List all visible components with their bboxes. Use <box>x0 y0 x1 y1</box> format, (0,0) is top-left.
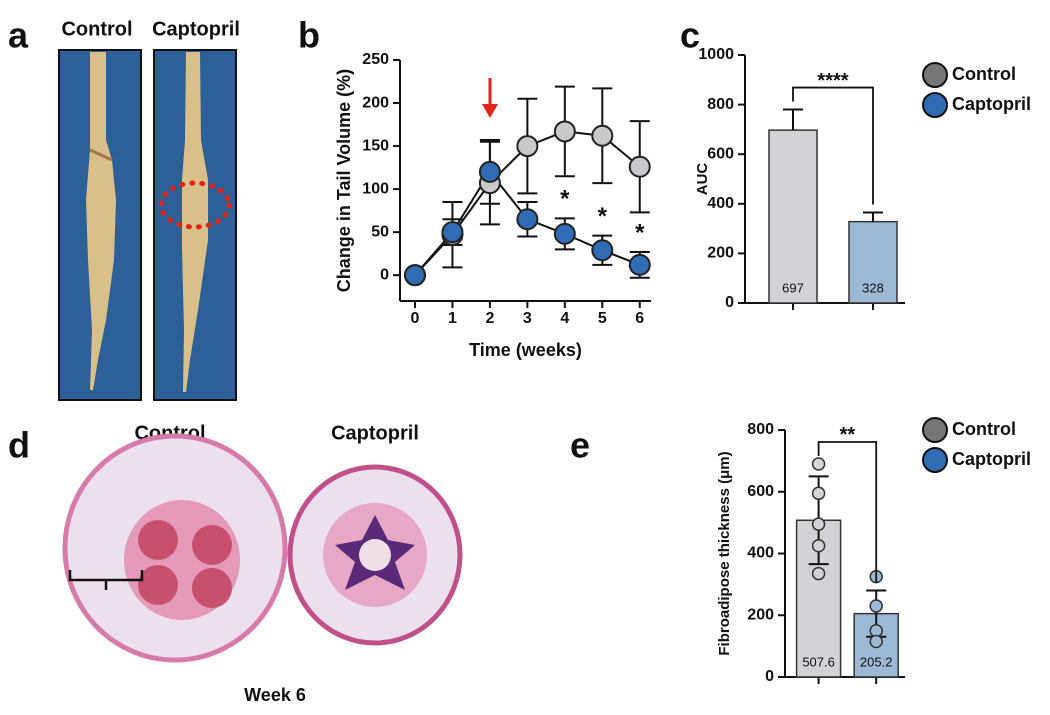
x-tick-label: 4 <box>560 310 569 327</box>
y-tick-label: 200 <box>747 606 774 623</box>
y-tick-label: 1000 <box>698 46 734 63</box>
data-point <box>869 599 883 613</box>
significance-label: ** <box>840 424 856 446</box>
y-axis-label: Fibroadipose thickness (μm) <box>716 451 733 655</box>
data-point <box>591 239 614 262</box>
data-point <box>441 221 464 244</box>
value-label: 697 <box>782 280 804 295</box>
panel-letter: c <box>680 15 700 56</box>
y-axis-label: AUC <box>694 163 711 196</box>
x-tick-label: 3 <box>523 310 532 327</box>
data-point <box>591 124 614 147</box>
x-tick-label: 2 <box>485 310 494 327</box>
legend-marker <box>922 62 948 88</box>
data-point <box>553 120 576 143</box>
bar <box>768 129 818 304</box>
value-label: 507.6 <box>802 654 835 669</box>
x-tick-label: 1 <box>448 310 457 327</box>
panel-letter: a <box>8 15 29 56</box>
data-point <box>478 160 501 183</box>
y-tick-label: 200 <box>707 245 734 262</box>
tail-photo <box>153 49 237 401</box>
photo-label: Captopril <box>152 18 240 40</box>
y-tick-label: 0 <box>380 266 389 283</box>
significance-star: * <box>598 203 608 230</box>
data-point <box>553 222 576 245</box>
y-tick-label: 800 <box>707 96 734 113</box>
section-label: Captopril <box>331 422 419 444</box>
data-point <box>628 155 651 178</box>
tissue-section <box>62 433 288 663</box>
significance-bracket <box>817 441 878 583</box>
legend-label: Control <box>952 419 1016 439</box>
data-point <box>869 634 883 649</box>
significance-star: * <box>560 186 570 213</box>
significance-label: **** <box>817 70 848 92</box>
y-tick-label: 0 <box>725 294 734 311</box>
x-tick-label: 6 <box>635 310 644 327</box>
panel-letter: e <box>570 425 590 466</box>
panel-letter: b <box>298 15 320 56</box>
data-point <box>516 135 539 158</box>
y-tick-label: 0 <box>765 668 774 685</box>
y-axis-label: Change in Tail Volume (%) <box>334 69 354 292</box>
y-tick-label: 600 <box>747 483 774 500</box>
tissue-section <box>287 464 463 646</box>
data-point <box>516 208 539 231</box>
data-point <box>811 457 826 471</box>
legend-marker <box>922 92 948 118</box>
y-tick-label: 800 <box>747 421 774 438</box>
data-point <box>811 539 826 553</box>
error-bar <box>863 211 883 222</box>
value-label: 328 <box>862 280 884 295</box>
data-point <box>628 253 651 276</box>
data-point <box>811 517 826 531</box>
legend-marker <box>922 417 948 443</box>
significance-star: * <box>635 219 645 246</box>
data-point <box>403 264 426 287</box>
legend-label: Captopril <box>952 449 1031 469</box>
tail-photo <box>58 49 142 401</box>
error-bar <box>783 108 803 131</box>
y-tick-label: 400 <box>747 545 774 562</box>
panel-letter: d <box>8 425 30 466</box>
x-tick-label: 5 <box>598 310 607 327</box>
legend-label: Control <box>952 64 1016 84</box>
data-point <box>811 566 826 581</box>
value-label: 205.2 <box>860 654 893 669</box>
legend-marker <box>922 447 948 473</box>
photo-label: Control <box>61 18 132 40</box>
legend-label: Captopril <box>952 94 1031 114</box>
data-point <box>811 486 826 501</box>
x-axis-label: Time (weeks) <box>469 340 582 360</box>
y-tick-label: 150 <box>362 137 389 154</box>
section-caption: Week 6 <box>244 685 306 705</box>
significance-bracket <box>792 86 874 205</box>
x-tick-label: 0 <box>411 310 420 327</box>
y-tick-label: 200 <box>362 94 389 111</box>
y-tick-label: 600 <box>707 145 734 162</box>
y-tick-label: 250 <box>362 51 389 68</box>
treatment-arrow <box>482 78 498 118</box>
y-tick-label: 50 <box>371 223 389 240</box>
y-tick-label: 100 <box>362 180 389 197</box>
y-tick-label: 400 <box>707 195 734 212</box>
